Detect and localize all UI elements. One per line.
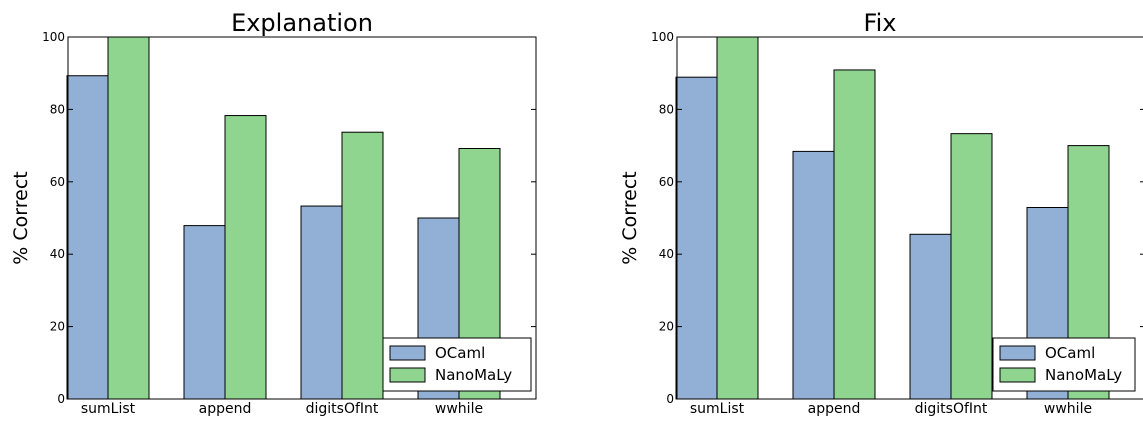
y-axis-label: % Correct [619,171,641,264]
bar-ocaml-sumlist [675,76,718,400]
y-tick-label: 40 [50,247,65,261]
plot-frame [67,36,537,400]
legend-label-ocaml: OCaml [1045,344,1095,362]
y-tick-label: 100 [42,30,65,44]
y-tick-label: 0 [666,392,674,406]
bar-nanomaly-digitsofint [341,131,384,400]
x-tick-label-digitsofint: digitsOfInt [915,401,988,417]
y-tick-label: 100 [651,30,674,44]
legend-swatch-nanomaly [389,367,426,383]
plot-frame [676,36,1143,400]
y-tick-label: 40 [659,247,674,261]
legend-label-ocaml: OCaml [435,344,485,362]
legend-label-nanomaly: NanoMaLy [435,366,512,384]
chart-panel-explanation: 0 20 40 60 80 100 sumList append digitsOfInt wwhi… [10,9,537,417]
chart-title: Explanation [231,9,373,37]
bar-nanomaly-append [224,115,267,400]
bar-nanomaly-digitsofint [950,133,993,400]
x-tick-label-append: append [808,401,861,417]
y-axis-label: % Correct [10,171,32,264]
y-tick-label: 60 [50,175,65,189]
bar-ocaml-append [792,150,835,400]
chart-panel-fix: 0 20 40 60 80 100 sumList append digitsOfInt wwhi… [619,9,1143,417]
x-tick-label-wwhile: wwhile [435,401,483,417]
y-tick-label: 80 [659,102,674,116]
legend-label-nanomaly: NanoMaLy [1045,366,1122,384]
chart-title: Fix [864,9,897,37]
legend: OCaml NanoMaLy [992,337,1136,392]
x-tick-label-sumlist: sumList [81,401,136,417]
bar-ocaml-digitsofint [909,233,952,400]
legend: OCaml NanoMaLy [382,337,532,392]
y-tick-label: 0 [57,392,65,406]
bar-ocaml-append [183,225,226,400]
x-tick-label-digitsofint: digitsOfInt [306,401,379,417]
legend-swatch-ocaml [389,345,426,361]
bar-ocaml-digitsofint [300,205,343,400]
bar-ocaml-sumlist [66,75,109,400]
y-tick-label: 20 [50,320,65,334]
x-tick-label-append: append [199,401,252,417]
y-tick-label: 80 [50,102,65,116]
legend-swatch-ocaml [999,345,1036,361]
y-tick-label: 20 [659,320,674,334]
bar-nanomaly-sumlist [107,36,150,400]
x-tick-label-wwhile: wwhile [1044,401,1092,417]
legend-swatch-nanomaly [999,367,1036,383]
bar-nanomaly-append [833,69,876,400]
bar-nanomaly-sumlist [716,36,759,400]
y-tick-label: 60 [659,175,674,189]
x-tick-label-sumlist: sumList [690,401,745,417]
